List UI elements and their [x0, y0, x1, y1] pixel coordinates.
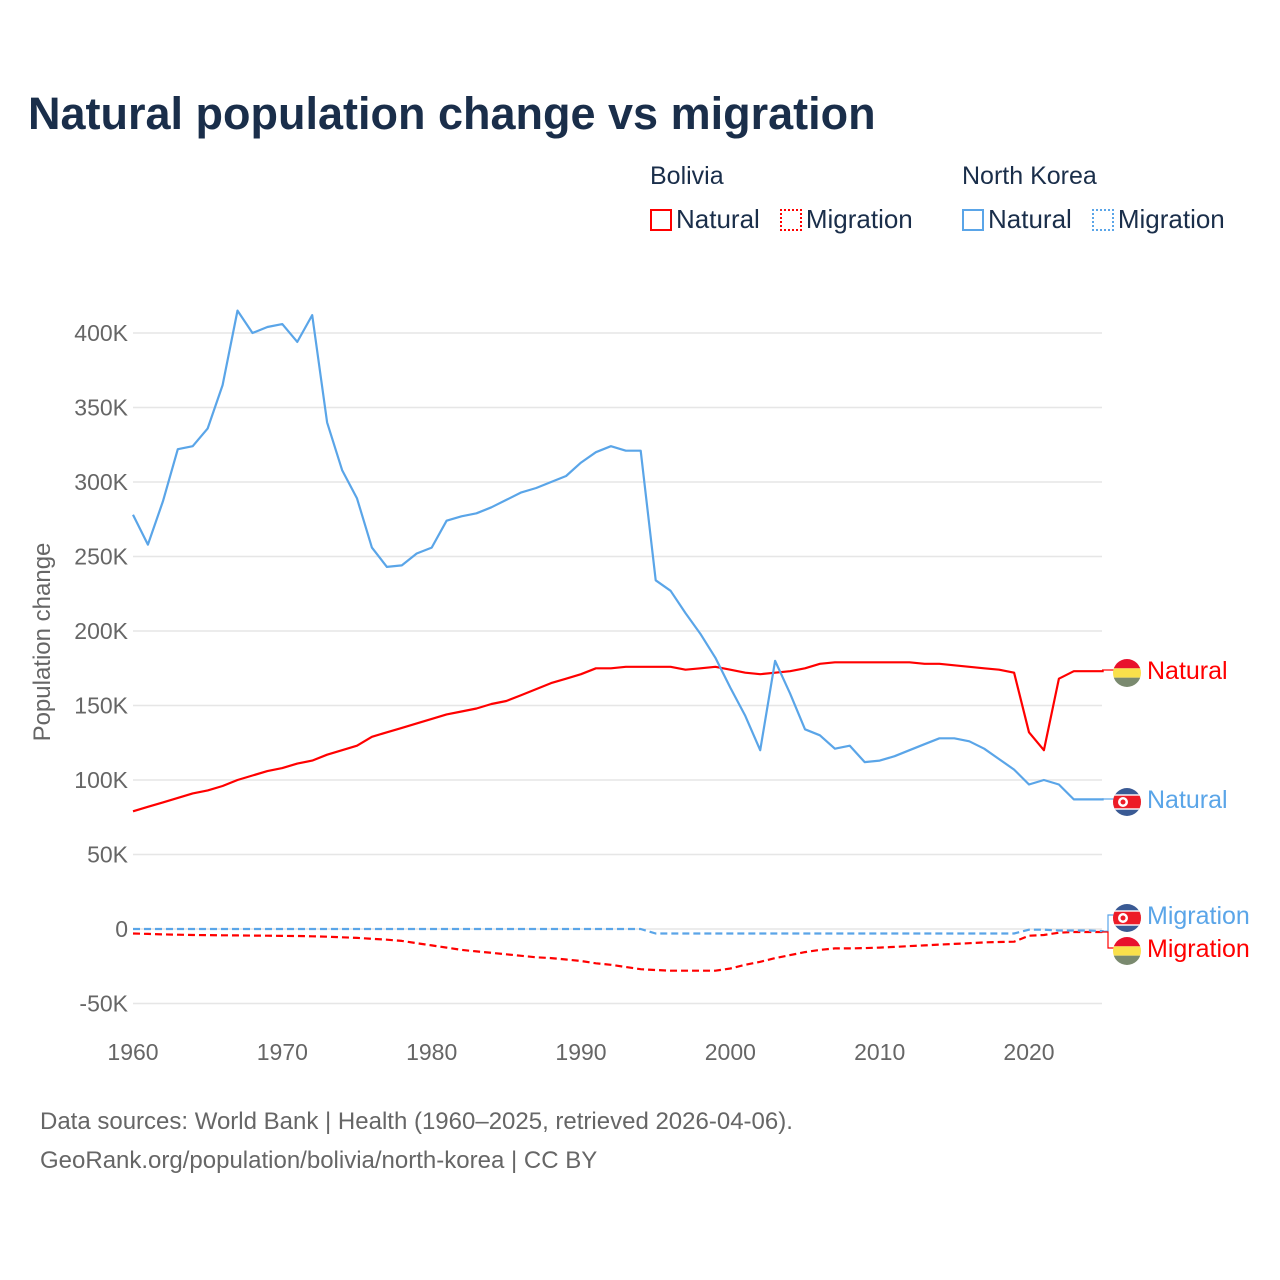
- series-end-label: Migration: [1147, 902, 1250, 930]
- dotted-swatch-icon: [779, 208, 802, 231]
- legend-label: Natural: [988, 204, 1072, 234]
- x-tick-label: 1970: [257, 1039, 308, 1065]
- legend-group-north-korea: North Korea: [962, 162, 1097, 190]
- solid-swatch-icon: [962, 208, 984, 231]
- label-connector: [1102, 931, 1114, 949]
- x-tick-label: 2020: [1003, 1039, 1054, 1065]
- y-tick-label: 200K: [74, 618, 128, 644]
- legend-item-nk-migration[interactable]: Migration: [1091, 204, 1225, 235]
- series-line-bolivia-natural[interactable]: [132, 661, 1104, 813]
- bolivia-flag-icon: [1113, 937, 1141, 965]
- x-tick-label: 1960: [107, 1039, 158, 1065]
- legend-item-bolivia-natural[interactable]: Natural: [650, 204, 760, 235]
- series-end-label: Natural: [1147, 786, 1228, 814]
- north-korea-flag-icon: [1113, 788, 1141, 816]
- y-tick-label: 50K: [87, 842, 129, 868]
- north-korea-flag-icon: [1113, 904, 1141, 932]
- legend-group-bolivia: Bolivia: [650, 162, 724, 190]
- dotted-swatch-icon: [1091, 208, 1114, 231]
- y-tick-label: 300K: [74, 469, 128, 495]
- chart-title: Natural population change vs migration: [28, 88, 876, 139]
- legend-label: Natural: [676, 204, 760, 234]
- legend-north-korea: Natural Migration: [962, 204, 1225, 235]
- x-tick-label: 2000: [705, 1039, 756, 1065]
- label-connector: [1102, 914, 1114, 932]
- series-line-north-korea-natural[interactable]: [132, 309, 1104, 801]
- series-line-north-korea-migration[interactable]: [133, 927, 1104, 935]
- footer-link[interactable]: GeoRank.org/population/bolivia/north-kor…: [40, 1147, 598, 1174]
- legend-item-bolivia-migration[interactable]: Migration: [779, 204, 913, 235]
- legend-label: Migration: [1117, 204, 1225, 234]
- x-tick-label: 1990: [555, 1039, 606, 1065]
- y-tick-label: 250K: [74, 544, 128, 570]
- series-end-label: Natural: [1147, 657, 1228, 685]
- bolivia-flag-icon: [1113, 659, 1141, 687]
- footer-sources: Data sources: World Bank | Health (1960–…: [40, 1108, 793, 1135]
- x-tick-label: 1980: [406, 1039, 457, 1065]
- x-tick-label: 2010: [854, 1039, 905, 1065]
- legend-item-nk-natural[interactable]: Natural: [962, 204, 1072, 235]
- y-tick-label: 0: [115, 916, 128, 942]
- y-tick-label: 350K: [74, 395, 128, 421]
- y-tick-label: 100K: [74, 767, 128, 793]
- legend-bolivia: Natural Migration: [650, 204, 913, 235]
- y-tick-label: 400K: [74, 320, 128, 346]
- y-tick-label: 150K: [74, 693, 128, 719]
- y-tick-label: -50K: [79, 991, 128, 1017]
- y-axis-label: Population change: [29, 543, 56, 742]
- series-end-label: Migration: [1147, 935, 1250, 963]
- legend-label: Migration: [805, 204, 913, 234]
- series-line-bolivia-migration[interactable]: [132, 930, 1104, 972]
- solid-swatch-icon: [650, 208, 672, 231]
